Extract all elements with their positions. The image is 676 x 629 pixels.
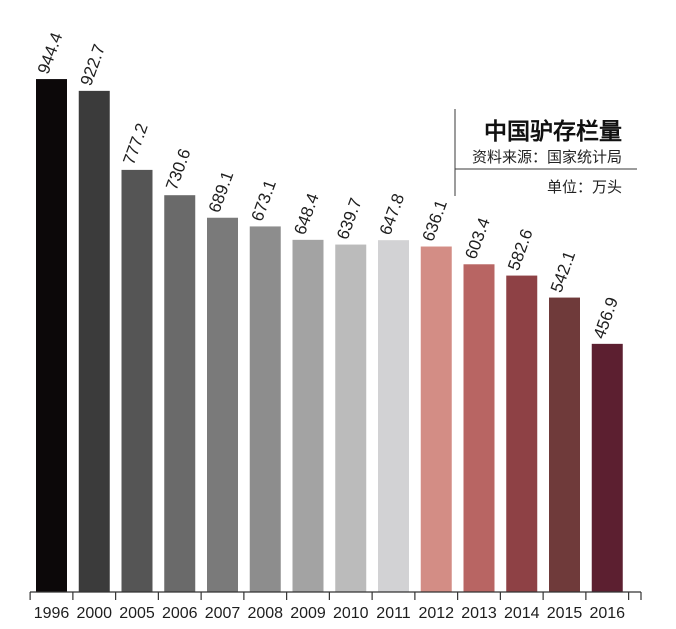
bar-2005: [121, 169, 153, 593]
bar-2011: [378, 240, 409, 592]
bar-2008: [249, 226, 281, 592]
x-tick-labels-group: 1996 2000 2005 2006 2007 2008 2009 2010 2011 2012…: [34, 605, 625, 622]
tick-label-2008: 2008: [247, 605, 283, 622]
bar-2015: [549, 297, 580, 592]
tick-label-2007: 2007: [205, 605, 241, 622]
bar-1996: [36, 79, 67, 592]
chart-title: 中国驴存栏量: [484, 118, 622, 144]
tick-label-2016: 2016: [589, 605, 625, 622]
bar-2014: [506, 275, 538, 592]
tick-label-2015: 2015: [547, 605, 583, 622]
tick-label-2012: 2012: [418, 605, 454, 622]
tick-label-2010: 2010: [333, 605, 369, 622]
bar-2013: [463, 264, 495, 592]
tick-label-2014: 2014: [504, 605, 540, 622]
bar-2016: [591, 343, 623, 592]
tick-label-2000: 2000: [76, 605, 112, 622]
bar-2010: [335, 244, 367, 593]
bar-2006: [164, 195, 196, 592]
bar-2012: [420, 246, 452, 592]
title-block: 中国驴存栏量 资料来源：国家统计局 单位：万头: [454, 109, 637, 196]
unit-note: 单位：万头: [547, 179, 622, 196]
tick-label-2005: 2005: [119, 605, 155, 622]
tick-label-2006: 2006: [162, 605, 198, 622]
tick-label-2009: 2009: [290, 605, 326, 622]
tick-label-2013: 2013: [461, 605, 497, 622]
bar-2007: [207, 217, 238, 592]
source-note: 资料来源：国家统计局: [472, 149, 622, 166]
bar-2000: [78, 90, 110, 592]
x-ticks-group: [29, 592, 642, 600]
tick-label-2011: 2011: [376, 605, 411, 622]
tick-label-1996: 1996: [34, 605, 70, 622]
bars-group: [36, 79, 623, 593]
bar-2009: [292, 239, 324, 592]
